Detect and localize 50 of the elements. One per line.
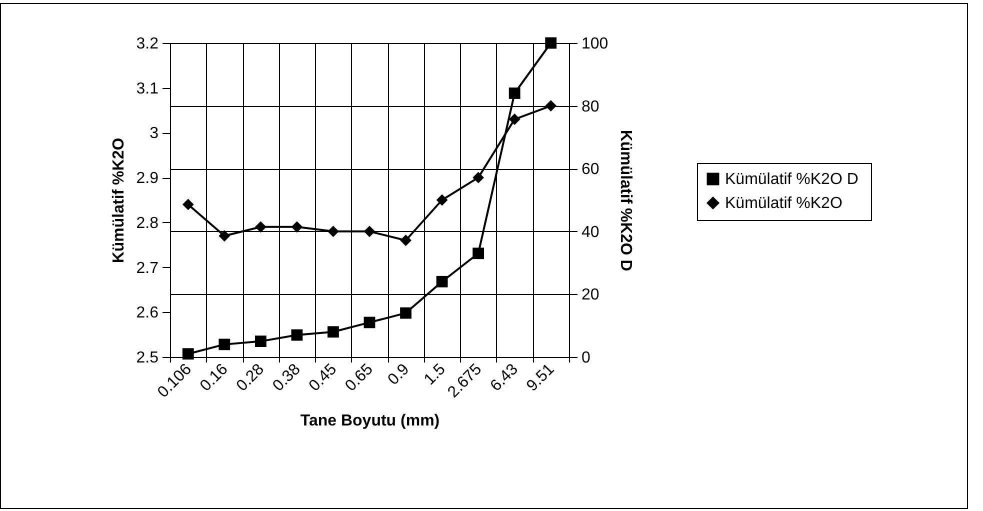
y2-tick-label: 100 [582,36,608,52]
y-axis-title: Kümülatif %K2O [110,138,128,264]
point [328,226,339,238]
y2-tick-label: 0 [582,350,590,366]
x-axis-title: Tane Boyutu (mm) [300,412,440,430]
y-tick-label: 2.5 [136,350,159,366]
y-tick-label: 3 [150,125,159,142]
point [182,348,194,360]
point [508,88,520,99]
point [400,307,412,319]
y-tick-label: 2.9 [136,170,159,188]
y2-tick-label: 40 [582,224,600,241]
point [291,329,303,341]
point [254,336,266,347]
legend-label: Kümülatif %K2O [725,195,842,212]
x-tick-label: 0.9 [384,360,413,389]
x-tick-label: 0.28 [234,360,268,395]
y-tick-label: 2.7 [136,260,159,277]
x-tick-label: 0.16 [197,360,232,395]
point [364,316,376,328]
point [291,221,303,233]
point [436,194,448,206]
y-tick-label: 2.8 [136,214,159,232]
point [436,276,448,288]
y2-tick-label: 20 [582,286,600,304]
x-tick-label: 1.5 [421,360,449,389]
point [508,114,520,125]
x-tick-label: 9.51 [524,360,558,395]
point [472,172,484,184]
point [545,37,557,49]
point [545,100,557,112]
y2-tick-label: 60 [582,161,600,178]
y-tick-label: 2.6 [136,304,159,322]
point [328,326,339,338]
x-tick-label: 0.45 [306,360,340,395]
x-tick-label: 6.43 [487,360,522,395]
point [218,338,230,350]
legend-label: Kümülatif %K2O D [725,171,858,188]
x-tick-label: 0.38 [270,360,304,395]
y-tick-label: 3.1 [136,80,159,98]
point [182,198,194,210]
y-tick-label: 3.2 [136,36,159,52]
y2-tick-label: 80 [582,98,600,116]
x-tick-label: 0.65 [342,360,376,395]
point [472,248,484,260]
point [254,221,266,233]
y2-axis-title: Kümülatif %K2O D [617,130,634,272]
point [364,226,376,238]
point [218,230,230,242]
point [400,234,412,246]
